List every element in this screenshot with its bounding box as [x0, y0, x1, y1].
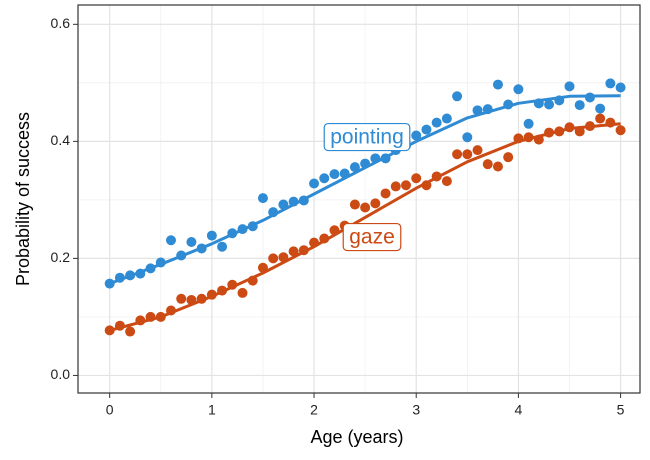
x-tick-label: 2: [310, 402, 318, 418]
x-tick-label: 0: [106, 402, 114, 418]
point: [564, 81, 575, 92]
point: [401, 180, 412, 191]
point: [492, 161, 503, 172]
point: [595, 113, 606, 124]
point: [237, 287, 248, 298]
point: [595, 103, 606, 114]
y-tick-label: 0.0: [51, 366, 71, 382]
point: [462, 132, 473, 143]
point: [380, 188, 391, 199]
series-label-box: [342, 222, 402, 252]
y-tick-label: 0.4: [51, 132, 71, 148]
point: [217, 241, 228, 252]
y-tick-label: 0.2: [51, 249, 71, 265]
point: [441, 176, 452, 187]
point: [411, 173, 422, 184]
point: [411, 130, 422, 141]
point: [125, 326, 136, 337]
point: [360, 202, 371, 213]
point: [288, 246, 299, 257]
point: [503, 152, 514, 163]
point: [482, 159, 493, 170]
point: [544, 99, 555, 110]
x-tick-label: 4: [515, 402, 523, 418]
point: [268, 253, 279, 264]
point: [452, 91, 463, 102]
point: [165, 235, 176, 246]
point: [615, 125, 626, 136]
point: [349, 162, 360, 173]
point: [574, 100, 585, 111]
x-tick-label: 1: [208, 402, 216, 418]
x-axis-title: Age (years): [310, 427, 403, 447]
legend-label: pointing: [330, 126, 404, 149]
point: [186, 237, 197, 248]
x-tick-label: 3: [412, 402, 420, 418]
y-axis-title: Probability of success: [13, 112, 33, 286]
point: [104, 325, 115, 336]
panel: [78, 5, 640, 393]
point: [472, 145, 483, 156]
point: [421, 124, 432, 135]
point: [257, 193, 268, 204]
panel-border: [77, 4, 641, 394]
point: [349, 199, 360, 210]
point: [329, 169, 340, 180]
series-label-box: [323, 122, 411, 152]
fit-line: [109, 122, 621, 332]
fit-line: [109, 94, 621, 286]
point: [523, 118, 534, 129]
point: [462, 149, 473, 160]
legend-label: gaze: [349, 226, 395, 249]
point: [513, 84, 524, 95]
point: [176, 293, 187, 304]
point: [206, 230, 217, 241]
point: [492, 79, 503, 90]
point: [441, 113, 452, 124]
point: [605, 78, 616, 89]
y-tick-label: 0.6: [51, 15, 71, 31]
point: [615, 82, 626, 93]
point: [431, 117, 442, 128]
point: [370, 198, 381, 209]
point: [452, 149, 463, 160]
point: [309, 178, 320, 189]
point: [390, 181, 401, 192]
point: [319, 173, 330, 184]
x-tick-label: 5: [617, 402, 625, 418]
